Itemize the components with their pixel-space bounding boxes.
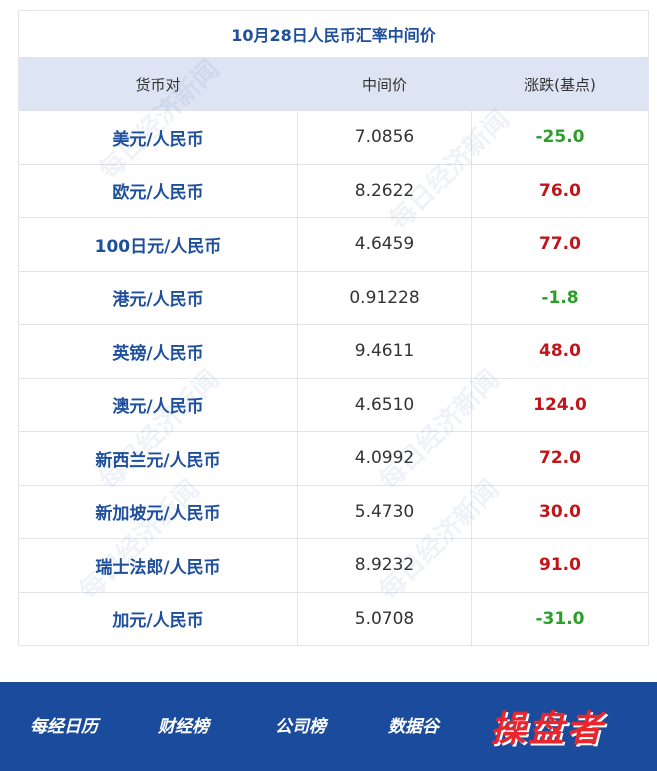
currency-pair: 新西兰元/人民币 <box>18 431 298 486</box>
data-row: 美元/人民币 7.0856 -25.0 <box>18 110 649 165</box>
footer-nav-item[interactable]: 公司榜 <box>275 717 326 737</box>
change: -25.0 <box>471 110 649 165</box>
change: 76.0 <box>471 163 649 218</box>
mid-price: 9.4611 <box>297 324 472 379</box>
currency-pair: 新加坡元/人民币 <box>18 484 298 539</box>
data-row: 澳元/人民币 4.6510 124.0 <box>18 377 649 432</box>
currency-pair: 100日元/人民币 <box>18 217 298 272</box>
data-row: 加元/人民币 5.0708 -31.0 <box>18 591 649 646</box>
change: 48.0 <box>471 324 649 379</box>
footer-nav-item[interactable]: 数据谷 <box>388 717 439 737</box>
currency-pair: 澳元/人民币 <box>18 377 298 432</box>
data-row: 瑞士法郎/人民币 8.9232 91.0 <box>18 538 649 593</box>
mid-price: 4.6510 <box>297 377 472 432</box>
mid-price: 4.6459 <box>297 217 472 272</box>
currency-pair: 瑞士法郎/人民币 <box>18 538 298 593</box>
change: 91.0 <box>471 538 649 593</box>
table-title: 10月28日人民币汇率中间价 <box>18 10 649 58</box>
currency-pair: 加元/人民币 <box>18 591 298 646</box>
data-row: 英镑/人民币 9.4611 48.0 <box>18 324 649 379</box>
data-row: 港元/人民币 0.91228 -1.8 <box>18 270 649 325</box>
change: 124.0 <box>471 377 649 432</box>
change: 72.0 <box>471 431 649 486</box>
currency-pair: 欧元/人民币 <box>18 163 298 218</box>
header-cell: 中间价 <box>297 57 472 111</box>
title-row: 10月28日人民币汇率中间价 <box>18 10 649 58</box>
change: -31.0 <box>471 591 649 646</box>
change: 30.0 <box>471 484 649 539</box>
header-row: 货币对 中间价 涨跌(基点) <box>18 57 649 111</box>
header-cell: 涨跌(基点) <box>471 57 649 111</box>
mid-price: 7.0856 <box>297 110 472 165</box>
mid-price: 8.2622 <box>297 163 472 218</box>
rate-table: 10月28日人民币汇率中间价 货币对 中间价 涨跌(基点) 美元/人民币 7.0856 -2… <box>18 10 649 646</box>
footer: 每经日历 财经榜 公司榜 数据谷 操盘者 <box>0 682 657 771</box>
mid-price: 4.0992 <box>297 431 472 486</box>
header-cell: 货币对 <box>18 57 298 111</box>
footer-nav-item[interactable]: 每经日历 <box>30 717 98 737</box>
mid-price: 5.0708 <box>297 591 472 646</box>
data-row: 欧元/人民币 8.2622 76.0 <box>18 163 649 218</box>
currency-pair: 美元/人民币 <box>18 110 298 165</box>
mid-price: 8.9232 <box>297 538 472 593</box>
footer-nav-item[interactable]: 财经榜 <box>158 717 209 737</box>
brand-logo[interactable]: 操盘者 <box>490 709 605 750</box>
data-row: 新西兰元/人民币 4.0992 72.0 <box>18 431 649 486</box>
mid-price: 0.91228 <box>297 270 472 325</box>
currency-pair: 英镑/人民币 <box>18 324 298 379</box>
currency-pair: 港元/人民币 <box>18 270 298 325</box>
data-row: 新加坡元/人民币 5.4730 30.0 <box>18 484 649 539</box>
change: 77.0 <box>471 217 649 272</box>
change: -1.8 <box>471 270 649 325</box>
mid-price: 5.4730 <box>297 484 472 539</box>
data-row: 100日元/人民币 4.6459 77.0 <box>18 217 649 272</box>
